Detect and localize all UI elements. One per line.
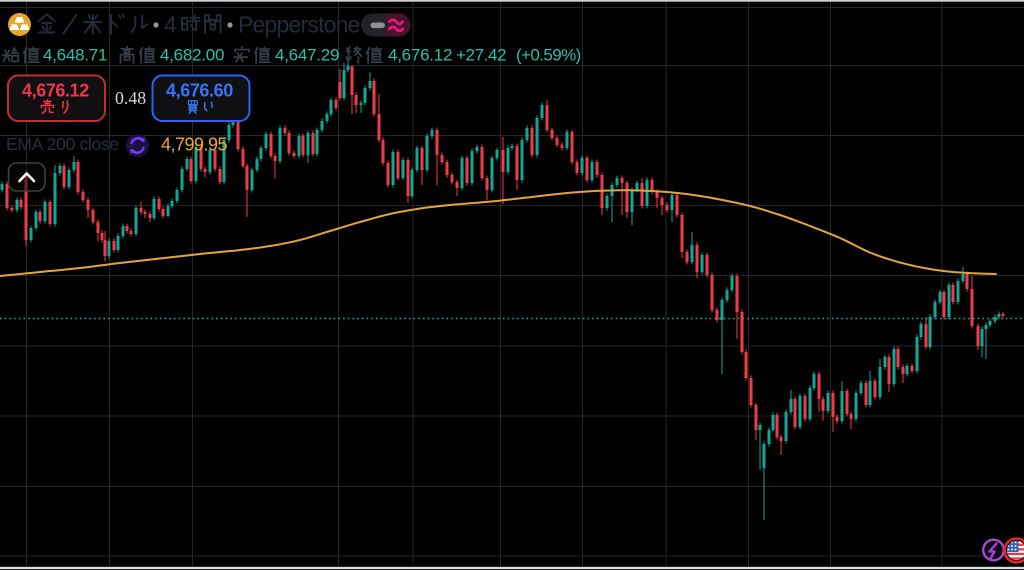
svg-text:4,799.95: 4,799.95 <box>161 135 228 155</box>
svg-text:4,648.71: 4,648.71 <box>43 46 107 65</box>
svg-text:Pepperstone: Pepperstone <box>238 12 360 38</box>
svg-text:0.48: 0.48 <box>115 88 146 108</box>
svg-text:4,676.12: 4,676.12 <box>22 81 89 101</box>
svg-text:4: 4 <box>164 12 177 38</box>
svg-text:4,676.60: 4,676.60 <box>166 81 233 101</box>
svg-text:EMA 200 close: EMA 200 close <box>6 134 119 154</box>
svg-text:4,647.29: 4,647.29 <box>275 46 339 65</box>
svg-text:4,676.12: 4,676.12 <box>388 46 452 65</box>
svg-text:(+0.59%): (+0.59%) <box>516 46 581 65</box>
svg-text:+27.42: +27.42 <box>456 46 506 65</box>
svg-text:4,682.00: 4,682.00 <box>160 46 224 65</box>
